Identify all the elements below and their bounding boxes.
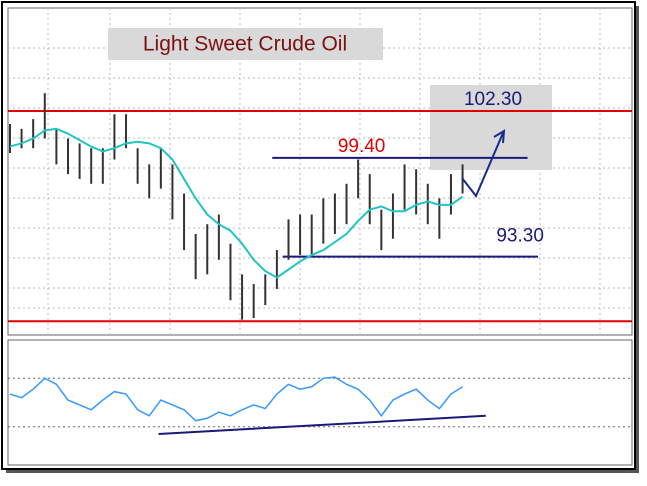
title-box [108,28,383,60]
oscillator-panel [7,339,633,466]
level-label: 93.30 [496,226,544,247]
chart-title: Light Sweet Crude Oil [143,33,347,56]
oscillator-line [9,376,463,422]
level-label: 102.30 [464,89,522,110]
trendline [158,414,486,435]
moving-average [9,127,464,279]
arrow-head [493,129,506,144]
price-panel [7,7,633,336]
level-label: 99.40 [338,136,386,157]
projection-arrow [461,132,504,198]
target-box [430,85,552,170]
